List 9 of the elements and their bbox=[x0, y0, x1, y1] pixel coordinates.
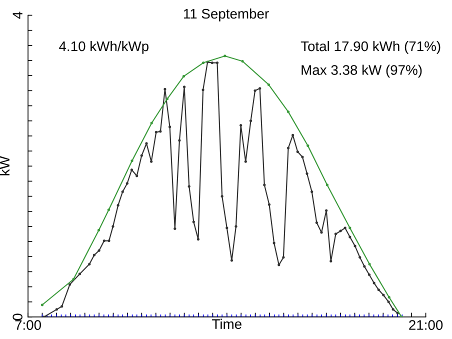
x-tick-label: 21:00 bbox=[409, 320, 443, 330]
x-tick-label: 7:00 bbox=[15, 320, 41, 330]
chart-title: 11 September bbox=[184, 8, 269, 22]
y-tick-label: 0 bbox=[12, 314, 22, 320]
annotation: Total 17.90 kWh (71%) bbox=[300, 40, 440, 54]
x-axis-title: Time bbox=[212, 318, 242, 330]
y-tick-label: 4 bbox=[12, 12, 22, 19]
annotation: Max 3.38 kW (97%) bbox=[302, 64, 422, 78]
annotation: 4.10 kWh/kWp bbox=[59, 40, 148, 54]
